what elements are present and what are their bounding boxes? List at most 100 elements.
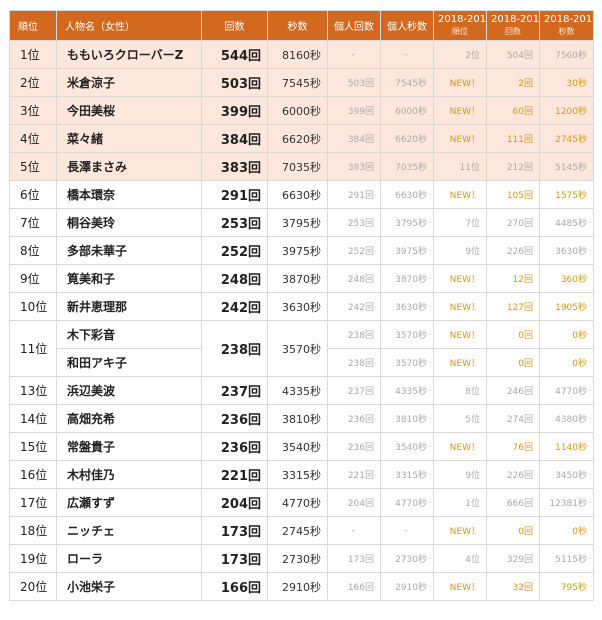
prev-seconds-cell: 7560秒 xyxy=(539,40,594,69)
name-cell: 米倉涼子 xyxy=(56,68,202,97)
seconds-cell: 3540秒 xyxy=(267,432,328,461)
count-cell: 253回 xyxy=(201,208,268,237)
name-cell: ニッチェ xyxy=(56,516,202,545)
table-row: 和田アキ子 238回 3570秒 NEW！ 0回 0秒 xyxy=(10,348,594,377)
personal-seconds-cell: 3315秒 xyxy=(380,460,434,489)
table-row: 13位 浜辺美波 237回 4335秒 237回 4335秒 8位 246回 4770秒 xyxy=(9,376,594,405)
table-row: 11位 木下彩音 238回 3570秒 238回 3570秒 NEW！ 0回 0秒 xyxy=(9,320,594,377)
table-row: 10位 新井恵理那 242回 3630秒 242回 3630秒 NEW！ 127回 1905秒 xyxy=(9,292,594,321)
personal-seconds-cell: 3870秒 xyxy=(380,264,434,293)
seconds-cell: 3795秒 xyxy=(267,208,328,237)
prev-seconds-cell: 5115秒 xyxy=(539,544,594,573)
count-cell: 544回 xyxy=(201,40,268,69)
rank-cell: 11位 xyxy=(9,320,57,377)
count-cell: 166回 xyxy=(201,572,268,601)
prev-count-cell: 111回 xyxy=(486,124,540,153)
prev-rank-cell: 4位 xyxy=(433,544,487,573)
header-prev-count-year: 2018-2019 xyxy=(491,13,540,25)
header-prev-count: 2018-2019回数 xyxy=(486,10,540,41)
name-cell: 長澤まさみ xyxy=(56,152,202,181)
seconds-cell: 2910秒 xyxy=(267,572,328,601)
personal-seconds-cell: 6000秒 xyxy=(380,96,434,125)
prev-rank-cell: NEW！ xyxy=(433,180,487,209)
name-cell: 新井恵理那 xyxy=(56,292,202,321)
count-cell: 242回 xyxy=(201,292,268,321)
header-prev-seconds: 2018-2019 秒数 xyxy=(539,10,594,41)
table-row: 20位 小池栄子 166回 2910秒 166回 2910秒 NEW！ 32回 795秒 xyxy=(9,572,594,601)
prev-rank-cell: 7位 xyxy=(433,208,487,237)
prev-seconds-cell: 0秒 xyxy=(539,516,594,545)
prev-count-cell: 2回 xyxy=(486,68,540,97)
prev-count-cell: 0回 xyxy=(486,320,540,349)
prev-seconds-cell: 1575秒 xyxy=(539,180,594,209)
prev-seconds-cell: 4485秒 xyxy=(539,208,594,237)
seconds-cell: 3630秒 xyxy=(267,292,328,321)
prev-count-cell: 329回 xyxy=(486,544,540,573)
personal-count-cell: 399回 xyxy=(327,96,381,125)
rank-cell: 3位 xyxy=(9,96,57,125)
personal-seconds-cell: 3630秒 xyxy=(380,292,434,321)
count-cell: 237回 xyxy=(201,376,268,405)
count-cell: 503回 xyxy=(201,68,268,97)
count-cell: 236回 xyxy=(201,432,268,461)
personal-count-cell: 236回 xyxy=(327,432,381,461)
table-row: 1位 ももいろクローバーZ 544回 8160秒 - -2位 504回 7560秒 xyxy=(9,40,594,69)
prev-rank-cell: NEW！ xyxy=(433,572,487,601)
personal-seconds-cell: 2730秒 xyxy=(380,544,434,573)
prev-rank-cell: 11位 xyxy=(433,152,487,181)
rank-cell: 2位 xyxy=(9,68,57,97)
table-row: 5位 長澤まさみ 383回 7035秒 383回 7035秒 11位 212回 5145秒 xyxy=(9,152,594,181)
count-cell: 248回 xyxy=(201,264,268,293)
prev-seconds-cell: 360秒 xyxy=(539,264,594,293)
count-cell: 384回 xyxy=(201,124,268,153)
name-cell: 高畑充希 xyxy=(56,404,202,433)
seconds-cell: 3975秒 xyxy=(267,236,328,265)
rank-cell: 6位 xyxy=(9,180,57,209)
seconds-cell: 6630秒 xyxy=(267,180,328,209)
prev-count-cell: 226回 xyxy=(486,460,540,489)
personal-count-cell: 173回 xyxy=(327,544,381,573)
table-row: 3位 今田美桜 399回 6000秒 399回 6000秒 NEW！ 60回 1200秒 xyxy=(9,96,594,125)
personal-seconds-cell: 4335秒 xyxy=(380,376,434,405)
table-row: 15位 常盤貴子 236回 3540秒 236回 3540秒 NEW！ 76回 1140秒 xyxy=(9,432,594,461)
count-cell: 238回 xyxy=(201,320,268,377)
header-prev-count-sub: 回数 xyxy=(505,26,521,36)
count-cell: 291回 xyxy=(201,180,268,209)
personal-count-cell: 252回 xyxy=(327,236,381,265)
personal-count-cell: 384回 xyxy=(327,124,381,153)
header-personal-count: 個人回数 xyxy=(327,10,381,41)
rank-cell: 7位 xyxy=(9,208,57,237)
personal-count-cell: 237回 xyxy=(327,376,381,405)
name-cell: 常盤貴子 xyxy=(56,432,202,461)
count-cell: 204回 xyxy=(201,488,268,517)
prev-seconds-cell: 4380秒 xyxy=(539,404,594,433)
rank-cell: 15位 xyxy=(9,432,57,461)
table-row: 17位 広瀬すず 204回 4770秒 204回 4770秒 1位 666回 12381秒 xyxy=(9,488,594,517)
count-cell: 236回 xyxy=(201,404,268,433)
personal-count-cell: 238回 xyxy=(327,348,381,377)
name-cell: 浜辺美波 xyxy=(56,376,202,405)
personal-seconds-cell: 7545秒 xyxy=(380,68,434,97)
name-cell: 多部未華子 xyxy=(56,236,202,265)
count-cell: 173回 xyxy=(201,516,268,545)
count-cell: 221回 xyxy=(201,460,268,489)
rank-cell: 8位 xyxy=(9,236,57,265)
name-cell: ローラ xyxy=(56,544,202,573)
prev-rank-cell: NEW！ xyxy=(433,348,487,377)
personal-count-cell: - xyxy=(327,40,381,69)
seconds-cell: 2745秒 xyxy=(267,516,328,545)
table-row: 9位 筧美和子 248回 3870秒 248回 3870秒 NEW！ 12回 360秒 xyxy=(9,264,594,293)
prev-count-cell: 76回 xyxy=(486,432,540,461)
prev-count-cell: 12回 xyxy=(486,264,540,293)
prev-count-cell: 105回 xyxy=(486,180,540,209)
prev-rank-cell: 8位 xyxy=(433,376,487,405)
table-row: 4位 菜々緒 384回 6620秒 384回 6620秒 NEW！ 111回 2745秒 xyxy=(9,124,594,153)
prev-seconds-cell: 0秒 xyxy=(539,348,594,377)
seconds-cell: 7035秒 xyxy=(267,152,328,181)
prev-rank-cell: 1位 xyxy=(433,488,487,517)
personal-seconds-cell: 3975秒 xyxy=(380,236,434,265)
personal-count-cell: - xyxy=(327,516,381,545)
rank-cell: 9位 xyxy=(9,264,57,293)
header-prev-seconds-sub: 秒数 xyxy=(558,26,575,36)
rank-cell: 20位 xyxy=(9,572,57,601)
